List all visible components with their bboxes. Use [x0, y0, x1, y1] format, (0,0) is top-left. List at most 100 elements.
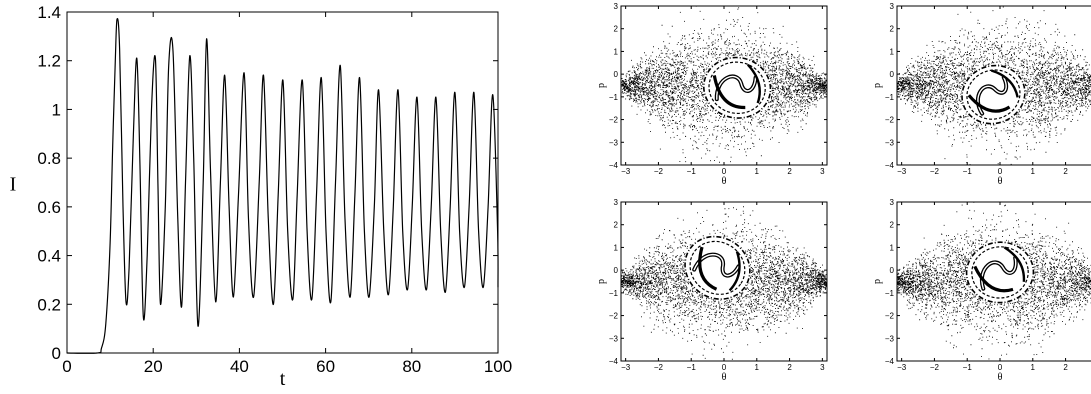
x-tick-label: 1 — [1031, 363, 1036, 372]
x-tick-label: −3 — [897, 363, 907, 372]
y-tick-label: 1.2 — [37, 52, 61, 71]
y-axis-label: I — [10, 174, 17, 196]
y-tick-label: 2 — [890, 25, 895, 34]
x-tick-label: −3 — [621, 363, 631, 372]
x-tick-label: 2 — [787, 363, 792, 372]
phase-core — [965, 241, 1035, 304]
x-axis-label: t — [280, 368, 286, 390]
x-tick-label: −2 — [930, 167, 940, 176]
x-tick-label: 2 — [787, 167, 792, 176]
core-background — [961, 64, 1026, 125]
y-tick-label: 1 — [614, 47, 619, 56]
y-axis-label: p — [596, 279, 607, 284]
y-tick-label: 1 — [614, 243, 619, 252]
core-swirl-inner — [981, 257, 1017, 290]
y-tick-label: 2 — [614, 221, 619, 230]
y-tick-label: −4 — [609, 161, 619, 170]
y-tick-label: 1.4 — [37, 3, 61, 22]
y-tick-label: −3 — [609, 334, 619, 343]
y-tick-label: 0 — [890, 266, 895, 275]
y-tick-label: 2 — [890, 221, 895, 230]
x-tick-label: 0 — [62, 357, 71, 376]
x-axis-label: θ — [998, 372, 1003, 383]
x-tick-label: −1 — [963, 363, 973, 372]
y-tick-label: 0 — [614, 266, 619, 275]
phase-core — [702, 56, 772, 120]
middle-ring — [689, 240, 746, 295]
x-tick-label: 40 — [230, 357, 249, 376]
x-tick-label: 3 — [820, 167, 825, 176]
y-axis-label: p — [872, 83, 883, 88]
x-axis-label: θ — [722, 372, 727, 383]
x-tick-label: −2 — [654, 167, 664, 176]
y-tick-label: −4 — [609, 357, 619, 366]
core-arc-2 — [1003, 246, 1026, 282]
outer-ring — [684, 235, 751, 300]
y-tick-label: 1 — [52, 100, 61, 119]
x-axis-label: θ — [998, 176, 1003, 187]
y-tick-label: 3 — [890, 198, 895, 207]
y-tick-label: 0.2 — [37, 295, 61, 314]
x-tick-label: 0 — [998, 363, 1003, 372]
y-tick-label: 1 — [890, 47, 895, 56]
x-tick-label: 80 — [402, 357, 421, 376]
y-tick-label: −3 — [885, 334, 895, 343]
plot-frame — [66, 11, 499, 354]
y-tick-label: −2 — [885, 312, 895, 321]
x-tick-label: 0 — [998, 167, 1003, 176]
x-tick-label: −3 — [621, 167, 631, 176]
y-tick-label: −4 — [885, 161, 895, 170]
series-line — [66, 18, 499, 354]
y-tick-label: −3 — [885, 138, 895, 147]
y-tick-label: 0 — [890, 70, 895, 79]
x-tick-label: −1 — [687, 363, 697, 372]
y-tick-label: 0.4 — [37, 247, 61, 266]
middle-ring — [971, 246, 1029, 299]
y-tick-label: 3 — [614, 2, 619, 11]
x-tick-label: 60 — [316, 357, 335, 376]
y-tick-label: 0.6 — [37, 198, 61, 217]
y-tick-label: 3 — [614, 198, 619, 207]
y-tick-label: 0 — [52, 344, 61, 363]
x-tick-label: −1 — [687, 167, 697, 176]
x-tick-label: −3 — [897, 167, 907, 176]
y-tick-label: −2 — [609, 312, 619, 321]
line-chart-panel: 0 20 40 60 80 100 0 0.2 0.4 0.6 0.8 1 1.2 1.4 t I — [10, 3, 513, 390]
x-tick-label: 2 — [1063, 167, 1068, 176]
core-swirl-inner — [693, 253, 740, 277]
y-tick-label: −4 — [885, 357, 895, 366]
y-tick-label: −2 — [609, 116, 619, 125]
y-tick-label: 1 — [890, 243, 895, 252]
x-tick-label: 1 — [755, 363, 760, 372]
y-tick-label: 2 — [614, 25, 619, 34]
x-tick-label: 1 — [755, 167, 760, 176]
y-axis-label: p — [596, 83, 607, 88]
phase-core — [684, 235, 751, 301]
y-tick-label: −1 — [609, 93, 619, 102]
x-tick-label: 3 — [820, 363, 825, 372]
x-tick-label: 1 — [1031, 167, 1036, 176]
core-arc-2 — [990, 69, 1019, 98]
x-axis-label: θ — [722, 176, 727, 187]
y-axis-label: p — [872, 279, 883, 284]
y-tick-label: −1 — [885, 93, 895, 102]
core-arc-2 — [728, 251, 741, 292]
x-tick-label: 0 — [722, 363, 727, 372]
core-arc — [973, 265, 1014, 293]
y-tick-label: −1 — [885, 289, 895, 298]
outer-ring — [702, 56, 772, 119]
core-arc — [712, 75, 746, 110]
x-tick-label: −1 — [963, 167, 973, 176]
x-tick-label: 100 — [484, 357, 512, 376]
x-tick-label: 20 — [144, 357, 163, 376]
y-tick-label: −1 — [609, 289, 619, 298]
core-arc — [698, 246, 718, 291]
x-tick-label: −2 — [654, 363, 664, 372]
x-tick-label: 0 — [722, 167, 727, 176]
y-tick-label: 3 — [890, 2, 895, 11]
core-arc-2 — [746, 63, 761, 104]
